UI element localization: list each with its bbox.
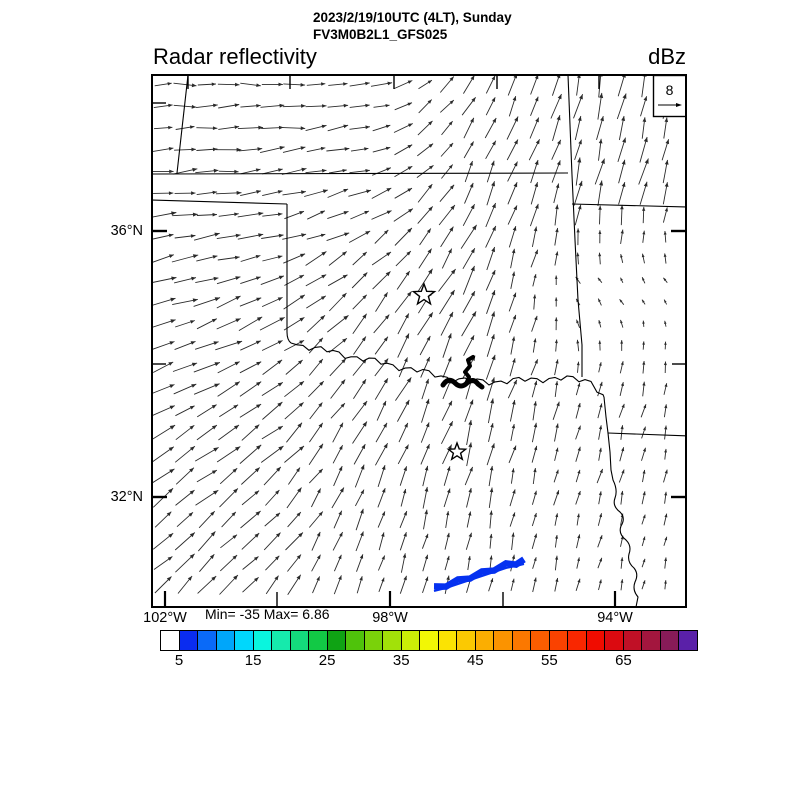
map-frame	[151, 74, 687, 608]
colorbar-cell	[309, 631, 328, 650]
model-name-line: FV3M0B2L1_GFS025	[313, 27, 448, 42]
colorbar-cell	[568, 631, 587, 650]
colorbar-cell	[216, 631, 236, 650]
city-star-marker	[446, 440, 468, 461]
colorbar-cell	[401, 631, 421, 650]
colorbar-tick-label: 65	[615, 652, 632, 669]
page-title: Radar reflectivity	[153, 44, 317, 69]
colorbar-cell	[179, 631, 199, 650]
colorbar-cell	[605, 631, 624, 650]
colorbar-tick-label: 15	[244, 652, 262, 669]
colorbar	[160, 630, 698, 651]
colorbar-cell	[623, 631, 643, 650]
colorbar-cell	[679, 631, 697, 650]
colorbar-cell	[438, 631, 458, 650]
colorbar-cell	[161, 631, 180, 650]
lake-blob	[440, 355, 485, 390]
colorbar-cell	[475, 631, 495, 650]
colorbar-tick-label: 5	[174, 652, 184, 669]
colorbar-cell	[364, 631, 384, 650]
colorbar-tick-label: 45	[466, 652, 484, 669]
lon-label: 102°W	[143, 610, 187, 626]
units-label: dBz	[648, 44, 686, 69]
wind-vectors	[153, 76, 670, 596]
lon-label: 98°W	[372, 610, 408, 626]
colorbar-cell	[512, 631, 532, 650]
run-date-line: 2023/2/19/10UTC (4LT), Sunday	[313, 10, 512, 25]
colorbar-tick-label: 25	[318, 652, 336, 669]
run-title: 2023/2/19/10UTC (4LT), Sunday FV3M0B2L1_G…	[313, 9, 512, 43]
colorbar-cell	[642, 631, 661, 650]
colorbar-cell	[457, 631, 476, 650]
city-star-marker	[411, 281, 437, 306]
reference-vector-box: 8	[652, 74, 687, 118]
lon-label: 94°W	[597, 610, 633, 626]
colorbar-cell	[290, 631, 310, 650]
colorbar-tick-label: 35	[392, 652, 410, 669]
state-borders	[153, 76, 685, 606]
min-max-stats: Min= -35 Max= 6.86	[205, 606, 330, 622]
axis-ticks	[152, 75, 686, 607]
radar-echo-contour	[433, 556, 526, 590]
colorbar-cell	[383, 631, 402, 650]
colorbar-cell	[235, 631, 254, 650]
lat-label: 32°N	[110, 489, 143, 505]
colorbar-cell	[494, 631, 513, 650]
colorbar-tick-label: 55	[541, 652, 558, 669]
colorbar-cell	[549, 631, 569, 650]
lat-label: 36°N	[110, 223, 143, 239]
colorbar-cell	[586, 631, 606, 650]
colorbar-cell	[346, 631, 365, 650]
colorbar-cell	[253, 631, 273, 650]
colorbar-cell	[272, 631, 291, 650]
colorbar-cell	[531, 631, 550, 650]
colorbar-cell	[327, 631, 347, 650]
reference-vector-value: 8	[666, 82, 674, 98]
colorbar-cell	[660, 631, 680, 650]
colorbar-cell	[198, 631, 217, 650]
radar-echo-edge	[433, 563, 525, 592]
colorbar-cell	[420, 631, 439, 650]
